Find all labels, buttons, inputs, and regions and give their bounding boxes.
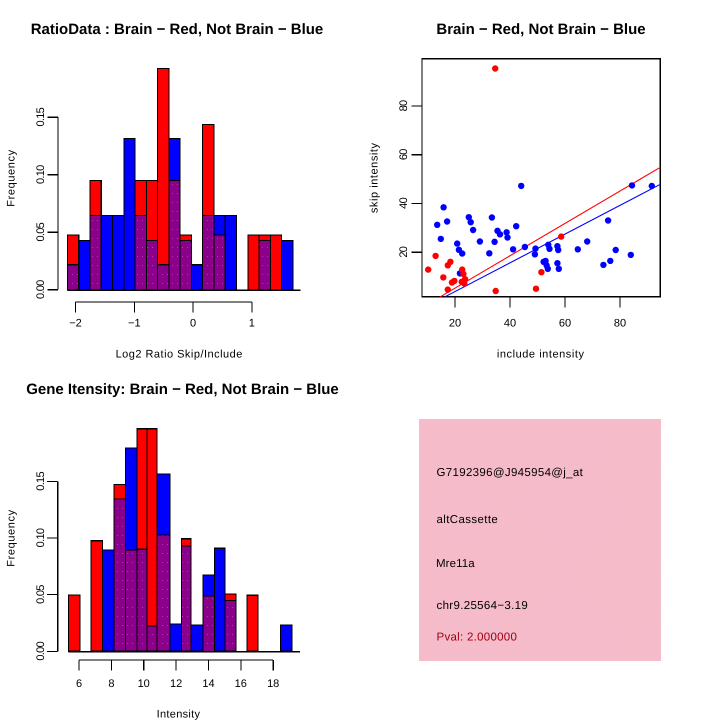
svg-text:20: 20 (449, 318, 461, 330)
svg-text:40: 40 (398, 197, 410, 208)
svg-text:0.10: 0.10 (35, 528, 47, 547)
svg-text:0: 0 (190, 318, 196, 330)
svg-text:0.00: 0.00 (35, 641, 47, 660)
svg-text:0.15: 0.15 (35, 107, 47, 126)
svg-text:0.15: 0.15 (35, 472, 47, 491)
svg-text:1: 1 (249, 318, 255, 330)
svg-text:14: 14 (202, 678, 214, 690)
svg-text:Gene Itensity: Brain − Red, No: Gene Itensity: Brain − Red, Not Brain − … (26, 381, 339, 398)
svg-text:Frequency: Frequency (6, 149, 18, 206)
svg-text:RatioData : Brain − Red, Not B: RatioData : Brain − Red, Not Brain − Blu… (31, 21, 324, 38)
svg-text:60: 60 (559, 318, 571, 330)
svg-text:Intensity: Intensity (157, 709, 201, 720)
svg-text:chr9.25564−3.19: chr9.25564−3.19 (437, 600, 529, 612)
svg-text:0.10: 0.10 (35, 165, 47, 184)
svg-text:skip intensity: skip intensity (369, 142, 381, 213)
svg-text:80: 80 (398, 100, 410, 111)
svg-text:16: 16 (235, 678, 247, 690)
svg-text:6: 6 (76, 678, 82, 690)
svg-text:altCassette: altCassette (437, 514, 499, 526)
svg-text:−2: −2 (69, 318, 82, 330)
svg-text:60: 60 (398, 149, 410, 160)
svg-text:40: 40 (504, 318, 516, 330)
svg-text:20: 20 (398, 246, 410, 257)
svg-text:include intensity: include intensity (497, 349, 585, 361)
svg-text:Brain − Red, Not Brain − Blue: Brain − Red, Not Brain − Blue (436, 21, 645, 38)
svg-text:−1: −1 (128, 318, 141, 330)
svg-text:18: 18 (267, 678, 279, 690)
svg-text:12: 12 (170, 678, 182, 690)
svg-text:Pval: 2.000000: Pval: 2.000000 (437, 631, 518, 643)
svg-text:80: 80 (614, 318, 626, 330)
svg-text:Log2 Ratio Skip/Include: Log2 Ratio Skip/Include (116, 349, 243, 361)
svg-text:0.05: 0.05 (35, 222, 47, 241)
svg-text:Frequency: Frequency (6, 509, 18, 566)
svg-text:10: 10 (138, 678, 150, 690)
svg-text:8: 8 (108, 678, 114, 690)
svg-text:Mre11a: Mre11a (436, 558, 475, 570)
svg-text:0.05: 0.05 (35, 585, 47, 604)
svg-text:G7192396@J945954@j_at: G7192396@J945954@j_at (437, 467, 584, 479)
svg-text:0.00: 0.00 (35, 280, 47, 299)
